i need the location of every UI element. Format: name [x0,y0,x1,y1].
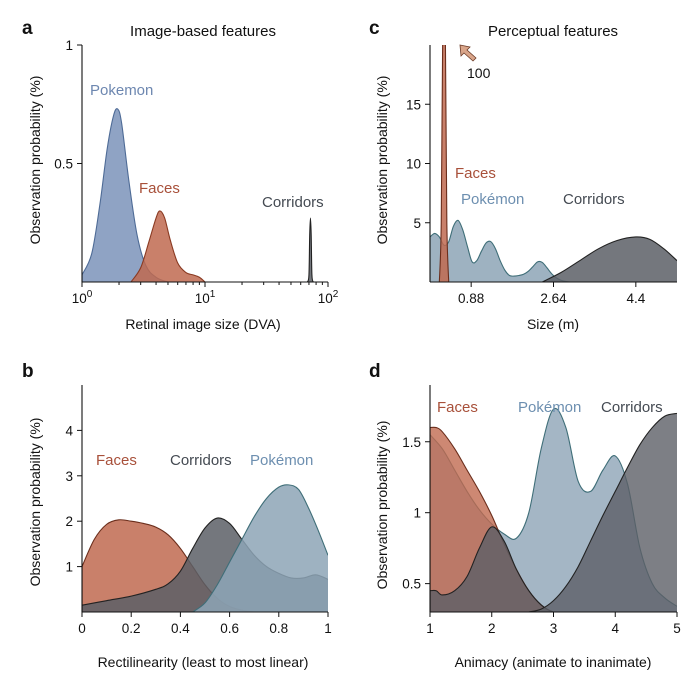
y-tick-label: 15 [406,97,421,112]
plot-area-c [430,45,677,282]
series-line-pokemon_c [430,219,571,282]
panel-a-title: Image-based features [130,23,276,40]
series-label-corridors: Corridors [262,194,324,211]
x-tick-label: 4.4 [626,291,645,306]
series-line-corridors [542,236,677,282]
series-line-faces [130,210,206,282]
plot-b: 1 2 3 4 0 0.2 0.4 0.6 0.8 1 Faces Corridors Pokémon [65,385,332,636]
panel-d-xlabel: Animacy (animate to inanimate) [455,654,652,670]
y-tick-label: 2 [65,514,73,529]
panel-d-ylabel: Observation probability (%) [374,421,390,590]
panel-c: c Perceptual features Observation probab… [369,18,677,332]
x-tick-label: 0.8 [269,621,288,636]
series-area-corridors [542,236,677,282]
y-tick-label: 0.5 [54,157,73,172]
series-area-pokemon_c [192,484,328,612]
x-tick-label: 101 [195,289,216,306]
series-label-faces: Faces [437,399,478,416]
series-area-corridors [307,218,314,282]
x-tick-label: 4 [611,621,619,636]
y-tick-label: 1 [65,560,73,575]
x-tick-label: 2.64 [540,291,567,306]
panel-letter-c: c [369,18,380,39]
series-line-faces [438,45,450,282]
x-tick-label: 0.88 [458,291,484,306]
panel-letter-b: b [22,361,34,382]
series-label-corridors: Corridors [601,399,663,416]
panel-c-xlabel: Size (m) [527,316,579,332]
series-label-faces: Faces [455,165,496,182]
x-tick-label: 5 [673,621,681,636]
series-label-corridors: Corridors [563,191,625,208]
y-tick-label: 0.5 [402,577,421,592]
series-area-faces [430,427,566,612]
x-tick-label: 100 [72,289,93,306]
x-tick-label: 3 [550,621,558,636]
panel-b-ylabel: Observation probability (%) [27,418,43,587]
series-line-pokemon_c [192,484,328,612]
panel-letter-d: d [369,361,381,382]
series-label-faces: Faces [96,452,137,469]
series-line-corridors [430,526,566,612]
series-area-corridors [528,413,677,612]
x-tick-label: 0 [78,621,86,636]
series-area-pokemon [82,108,168,282]
panel-letter-a: a [22,18,33,39]
plot-area-b [82,484,328,612]
series-area-faces [130,210,205,282]
x-tick-label: 2 [488,621,496,636]
plot-area-d [430,407,677,612]
y-tick-label: 4 [65,423,73,438]
y-tick-label: 1 [413,506,421,521]
panel-c-annotation: 100 [467,65,491,81]
plot-area-a [82,108,314,282]
series-area-corridors [430,526,566,612]
x-tick-label: 0.2 [122,621,141,636]
y-tick-label: 10 [406,157,421,172]
x-tick-label: 0.4 [171,621,190,636]
arrow-icon [459,44,477,62]
series-label-pokemon_c: Pokémon [250,452,313,469]
plot-a: 0.5 1 100 101 102 Pokemon Faces Corridors [54,38,339,306]
panel-b: b Observation probability (%) Rectilinea… [22,361,332,670]
y-tick-label: 1 [65,38,73,53]
y-tick-label: 1.5 [402,435,421,450]
panel-c-title: Perceptual features [488,23,618,40]
y-tick-label: 5 [413,216,421,231]
x-tick-label: 0.6 [220,621,239,636]
series-label-pokemon_c: Pokémon [461,191,524,208]
panel-b-xlabel: Rectilinearity (least to most linear) [98,654,309,670]
x-tick-label: 1 [324,621,332,636]
y-tick-label: 3 [65,469,73,484]
series-label-faces: Faces [139,180,180,197]
x-tick-label: 102 [318,289,339,306]
plot-d: 0.5 1 1.5 1 2 3 4 5 Faces Pokémon Corridors [402,385,681,636]
panel-c-ylabel: Observation probability (%) [374,76,390,245]
x-tick-label: 1 [426,621,434,636]
panel-a-ylabel: Observation probability (%) [27,76,43,245]
series-area-faces [82,519,255,612]
panel-a: a Image-based features Observation proba… [22,18,339,332]
series-line-corridors [528,412,677,612]
panel-a-xlabel: Retinal image size (DVA) [125,316,280,332]
series-label-corridors: Corridors [170,452,232,469]
series-area-pokemon_c [430,220,571,282]
series-label-pokemon: Pokemon [90,82,153,99]
plot-c: 5 10 15 0.88 2.64 4.4 Faces Pokémon Corridors [406,45,677,306]
series-line-corridors [306,217,314,282]
series-label-pokemon_c: Pokémon [518,399,581,416]
panel-d: d Observation probability (%) Animacy (a… [369,361,681,670]
